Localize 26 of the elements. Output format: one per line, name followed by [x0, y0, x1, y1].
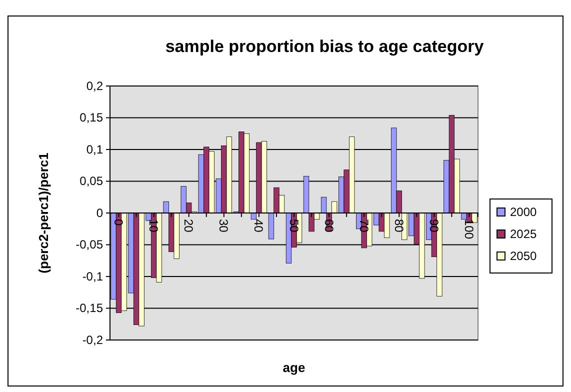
x-tick-label: 70 [356, 219, 371, 233]
x-tick-label: 100 [462, 219, 476, 240]
legend-label: 2025 [510, 227, 538, 241]
x-tick-label: 10 [146, 219, 161, 233]
x-tick-label: 90 [426, 219, 441, 233]
y-tick-label: 0,2 [86, 78, 104, 93]
chart-title: sample proportion bias to age category [165, 37, 484, 56]
x-tick-label: 80 [392, 219, 406, 233]
y-tick-label: 0,05 [80, 174, 104, 188]
y-tick-label: -0,15 [76, 301, 104, 316]
x-tick-label: 40 [252, 219, 266, 233]
y-tick-label: -0,05 [76, 238, 104, 252]
y-axis-title: (perc2-perc1)/perc1 [36, 152, 51, 274]
y-tick-label: 0,15 [80, 110, 104, 125]
legend-label: 2050 [510, 249, 538, 263]
legend-label: 2000 [510, 205, 538, 219]
y-tick-label: -0,1 [82, 269, 104, 284]
y-tick-label: 0,1 [86, 142, 104, 156]
x-tick-label: 30 [216, 219, 231, 233]
x-tick-label: 50 [286, 219, 301, 233]
y-tick-label: -0,2 [82, 332, 104, 347]
x-tick-label: 0 [112, 219, 126, 226]
x-axis-title: age [282, 360, 306, 375]
x-tick-label: 20 [182, 219, 196, 233]
y-tick-label: 0 [96, 206, 104, 220]
x-tick-label: 60 [322, 219, 336, 233]
